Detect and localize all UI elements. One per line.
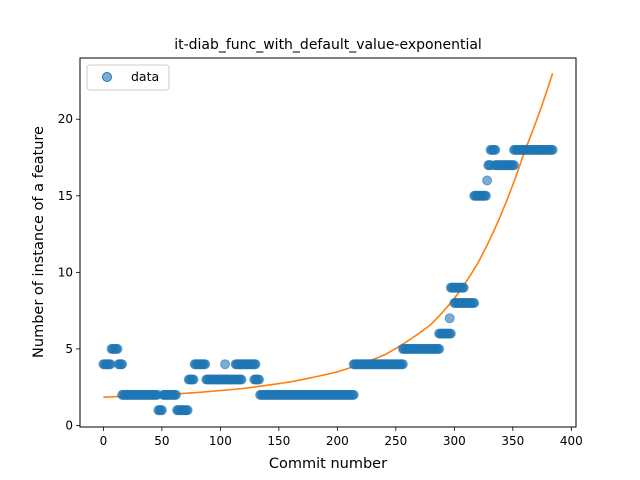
legend-marker [102, 72, 112, 82]
x-axis-ticks: 0 50 100 150 200 250 300 350 400 [100, 427, 583, 448]
data-point [156, 405, 167, 416]
data-point [434, 343, 445, 354]
data-point [253, 374, 264, 385]
data-point [445, 328, 456, 339]
x-axis-label: Commit number [269, 456, 387, 472]
data-point [112, 343, 123, 354]
plot-area [98, 73, 558, 416]
data-point [170, 389, 181, 400]
data-point [182, 405, 193, 416]
x-tick-label: 300 [443, 434, 466, 448]
y-axis-ticks: 0 5 10 15 20 [58, 112, 80, 432]
x-tick-label: 350 [501, 434, 524, 448]
y-tick-label: 5 [65, 342, 73, 356]
legend-label: data [131, 69, 159, 84]
x-tick-label: 0 [100, 434, 108, 448]
data-point [469, 297, 480, 308]
data-point [490, 144, 501, 155]
legend: data [86, 64, 170, 91]
data-point [397, 359, 408, 370]
points-layer [98, 144, 558, 416]
y-tick-label: 20 [58, 112, 73, 126]
data-point [444, 313, 455, 324]
data-point [480, 190, 491, 201]
x-tick-label: 250 [384, 434, 407, 448]
x-tick-label: 400 [560, 434, 583, 448]
y-tick-label: 10 [58, 265, 73, 279]
legend-box [86, 64, 170, 91]
data-point [220, 359, 231, 370]
x-tick-label: 150 [267, 434, 290, 448]
axes-frame [79, 57, 577, 428]
data-point [482, 175, 493, 186]
data-point [200, 359, 211, 370]
y-tick-label: 15 [58, 189, 73, 203]
data-point [458, 282, 469, 293]
x-tick-label: 50 [154, 434, 169, 448]
data-point [547, 144, 558, 155]
data-point [117, 359, 128, 370]
data-point [348, 389, 359, 400]
x-tick-label: 200 [326, 434, 349, 448]
data-point [250, 359, 261, 370]
y-axis-label: Number of instance of a feature [31, 126, 47, 358]
chart-title: it-diab_func_with_default_value-exponent… [174, 37, 482, 53]
data-point [188, 374, 199, 385]
data-point [105, 359, 116, 370]
x-tick-label: 100 [209, 434, 232, 448]
data-point [509, 160, 519, 171]
data-point [236, 374, 247, 385]
y-tick-label: 0 [65, 418, 73, 432]
